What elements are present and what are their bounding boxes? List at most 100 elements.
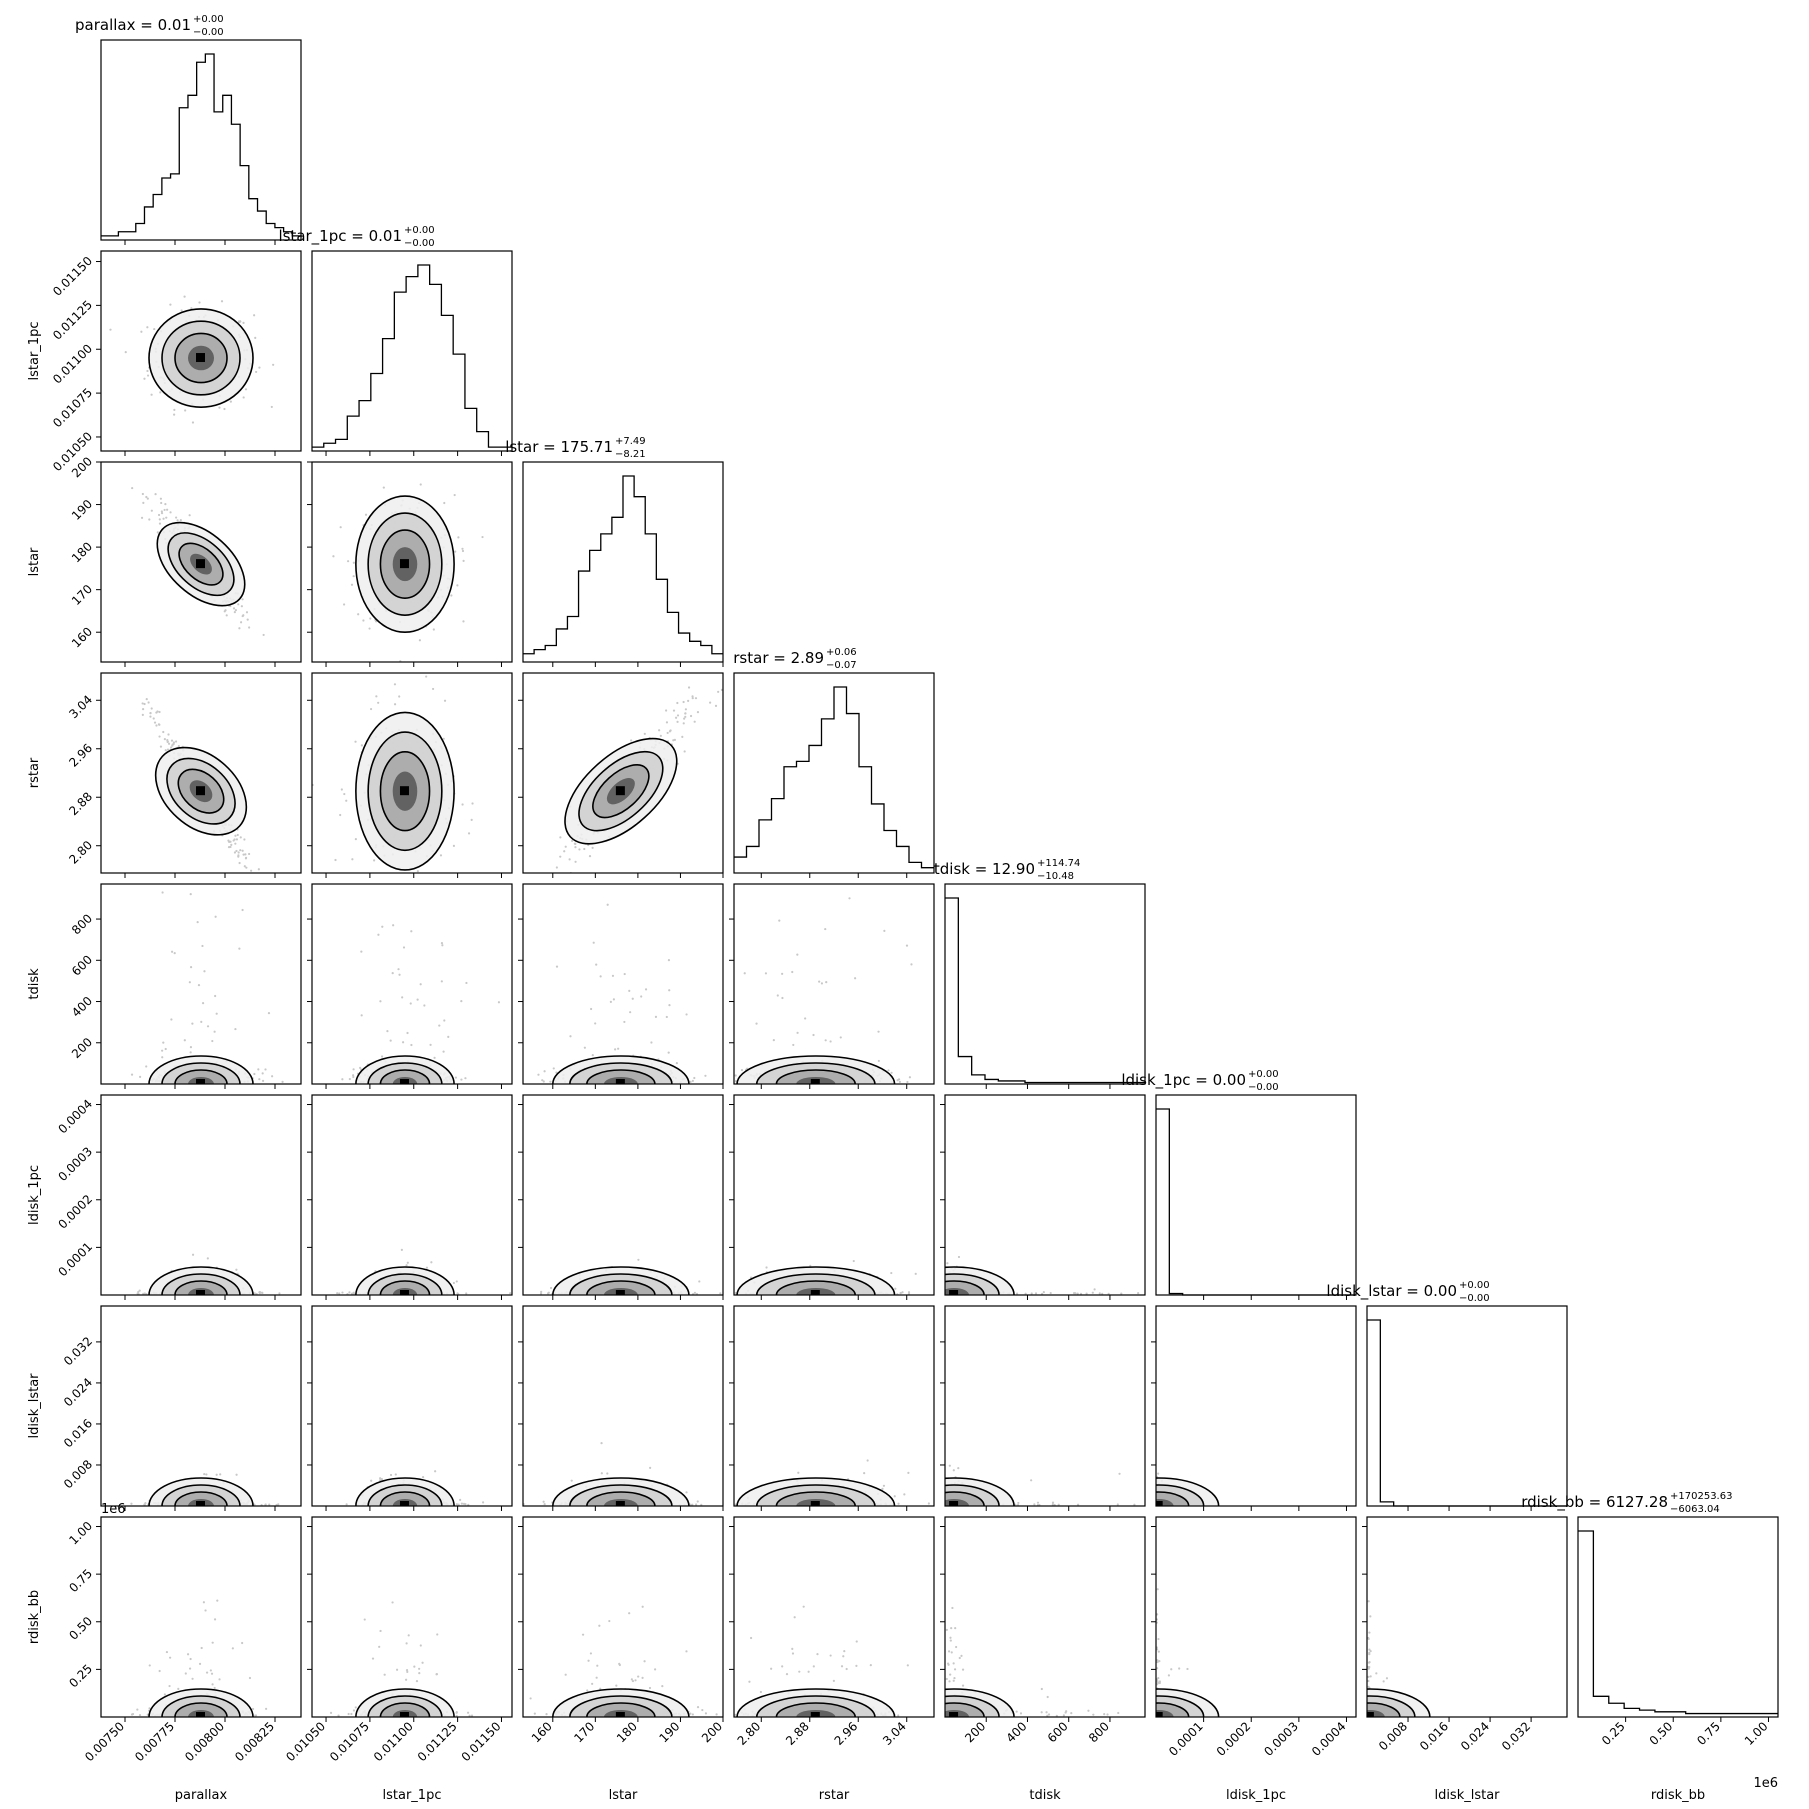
sample-point	[552, 1067, 555, 1070]
sample-point	[538, 881, 540, 883]
sample-point	[370, 1479, 373, 1482]
sample-point	[481, 535, 484, 539]
sample-point	[180, 309, 183, 312]
sample-point	[272, 363, 275, 366]
sample-point	[161, 1056, 164, 1059]
sample-point	[170, 950, 174, 953]
sample-point	[162, 517, 165, 520]
sample-point	[164, 749, 167, 752]
density-lstar-vs-parallax	[126, 462, 265, 637]
sample-point	[239, 849, 242, 852]
sample-point	[341, 1291, 344, 1294]
sample-point	[447, 1035, 450, 1038]
sample-point	[812, 1033, 815, 1037]
sample-point	[177, 744, 180, 748]
sample-point	[465, 1292, 468, 1295]
sample-point	[583, 847, 586, 851]
panel-frame	[733, 672, 935, 874]
sample-point	[543, 875, 545, 877]
sample-point	[454, 1076, 458, 1079]
sample-point	[901, 1291, 904, 1294]
sample-point	[764, 972, 768, 975]
sample-point	[340, 788, 343, 791]
sample-point	[377, 876, 379, 878]
sample-point	[354, 740, 357, 743]
sample-point	[158, 522, 162, 525]
panel-lstar_1pc-vs-lstar_1pc: lstar_1pc = 0.01 +0.00−0.00	[278, 225, 513, 456]
sample-point	[352, 1291, 355, 1294]
sample-point	[609, 1000, 612, 1003]
sample-point	[339, 813, 342, 817]
sample-point	[362, 619, 365, 622]
sample-point	[215, 1473, 218, 1476]
sample-point	[238, 947, 241, 950]
sample-point	[346, 560, 350, 563]
sample-point	[379, 1477, 382, 1480]
sample-point	[189, 966, 193, 969]
sample-point	[765, 1266, 768, 1269]
density-peak	[399, 1079, 409, 1084]
sample-point	[583, 1046, 586, 1049]
sample-point	[149, 711, 152, 715]
sample-point	[1015, 1292, 1019, 1295]
sample-point	[162, 730, 165, 734]
y-tick-label-rstar: 2.96	[66, 741, 95, 770]
sample-point	[159, 745, 163, 748]
sample-point	[724, 1047, 726, 1049]
histogram-lstar_1pc	[312, 264, 512, 448]
sample-point	[167, 733, 170, 736]
sample-point	[908, 1076, 912, 1079]
sample-point	[409, 1002, 412, 1005]
sample-point	[343, 792, 346, 796]
sample-point	[668, 730, 672, 733]
sample-point	[457, 1503, 460, 1506]
title-plus-ldisk_1pc: +0.00	[1248, 1069, 1279, 1080]
y-tick-label-lstar_1pc: 0.01075	[50, 385, 95, 430]
sample-point	[421, 1476, 425, 1479]
y-tick-label-tdisk: 400	[69, 994, 95, 1020]
sample-point	[223, 610, 226, 613]
panel-tdisk-vs-rstar	[724, 883, 935, 1089]
sample-point	[150, 509, 153, 512]
sample-point	[167, 742, 171, 745]
sample-point	[685, 1013, 688, 1016]
sample-point	[666, 731, 669, 735]
y-tick-label-lstar: 160	[69, 624, 95, 650]
sample-point	[267, 1012, 271, 1015]
density-lstar_1pc-vs-parallax	[109, 295, 275, 424]
sample-point	[462, 559, 465, 562]
sample-point	[450, 594, 453, 597]
density-peak	[196, 559, 205, 569]
sample-point	[258, 1078, 261, 1081]
y-tick-label-lstar: 180	[69, 539, 95, 565]
panel-rstar-vs-parallax: 2.802.882.963.04	[66, 672, 302, 878]
sample-point	[883, 929, 886, 932]
sample-point	[467, 832, 471, 835]
sample-point	[257, 1068, 260, 1071]
sample-point	[460, 999, 463, 1003]
sample-point	[169, 303, 172, 306]
sample-point	[143, 377, 146, 380]
sample-point	[541, 1079, 544, 1082]
sample-point	[570, 1479, 573, 1482]
sample-point	[155, 711, 158, 714]
sample-point	[910, 963, 913, 966]
sample-point	[709, 701, 712, 704]
panel-frame	[100, 672, 302, 874]
sample-point	[237, 851, 240, 854]
sample-point	[159, 497, 163, 500]
density-peak	[399, 559, 409, 569]
density-peak	[615, 1079, 625, 1084]
sample-point	[542, 1080, 545, 1083]
sample-point	[164, 502, 167, 506]
sample-point	[261, 1079, 265, 1082]
sample-point	[145, 495, 148, 499]
sample-point	[549, 1080, 552, 1083]
title-parallax: parallax = 0.01	[75, 16, 191, 34]
sample-point	[781, 972, 784, 975]
sample-point	[568, 858, 571, 861]
sample-point	[676, 701, 679, 705]
sample-point	[191, 1022, 194, 1025]
sample-point	[339, 526, 342, 529]
sample-point	[258, 366, 261, 369]
